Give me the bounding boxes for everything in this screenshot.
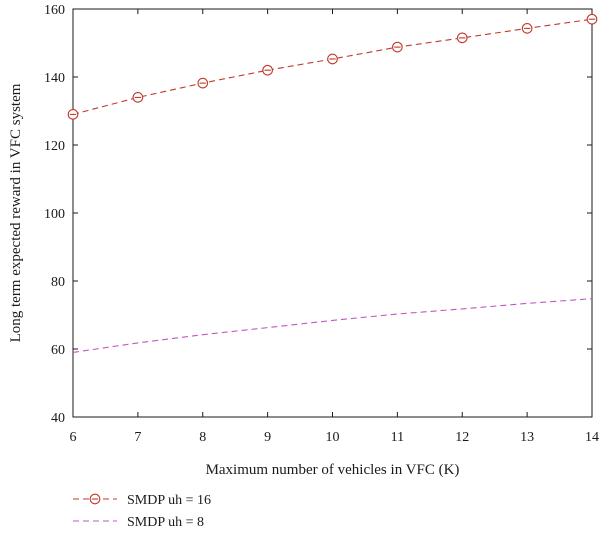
y-tick-label-120: 120 (44, 139, 65, 154)
x-tick-label-9: 9 (264, 430, 271, 445)
series-line-2 (72, 298, 593, 353)
y-tick-label-80: 80 (51, 275, 65, 290)
x-tick-label-14: 14 (585, 430, 599, 445)
plot-border (72, 8, 593, 418)
y-axis-ticks: 40 60 80 100 120 140 160 (44, 3, 592, 426)
x-axis-title: Maximum number of vehicles in VFC (K) (206, 462, 460, 478)
series-layer (67, 13, 598, 353)
x-axis-ticks: 6 7 8 9 10 11 12 13 14 (70, 9, 599, 445)
legend: SMDP uh = 16 SMDP uh = 8 (73, 493, 211, 530)
y-tick-label-140: 140 (44, 71, 65, 86)
x-tick-label-10: 10 (326, 430, 340, 445)
plot-frame (72, 8, 593, 418)
y-tick-label-60: 60 (51, 343, 65, 358)
x-tick-label-13: 13 (520, 430, 534, 445)
series-line-1 (72, 18, 593, 115)
x-tick-label-7: 7 (134, 430, 141, 445)
y-tick-label-40: 40 (51, 411, 65, 426)
y-tick-label-100: 100 (44, 207, 65, 222)
y-axis-title: Long term expected reward in VFC system (8, 83, 24, 342)
legend-label-2: SMDP uh = 8 (127, 515, 204, 530)
legend-label-1: SMDP uh = 16 (127, 493, 211, 508)
y-tick-label-160: 160 (44, 3, 65, 18)
x-tick-label-11: 11 (391, 430, 404, 445)
x-tick-label-12: 12 (455, 430, 469, 445)
x-tick-label-8: 8 (199, 430, 206, 445)
x-tick-label-6: 6 (70, 430, 77, 445)
